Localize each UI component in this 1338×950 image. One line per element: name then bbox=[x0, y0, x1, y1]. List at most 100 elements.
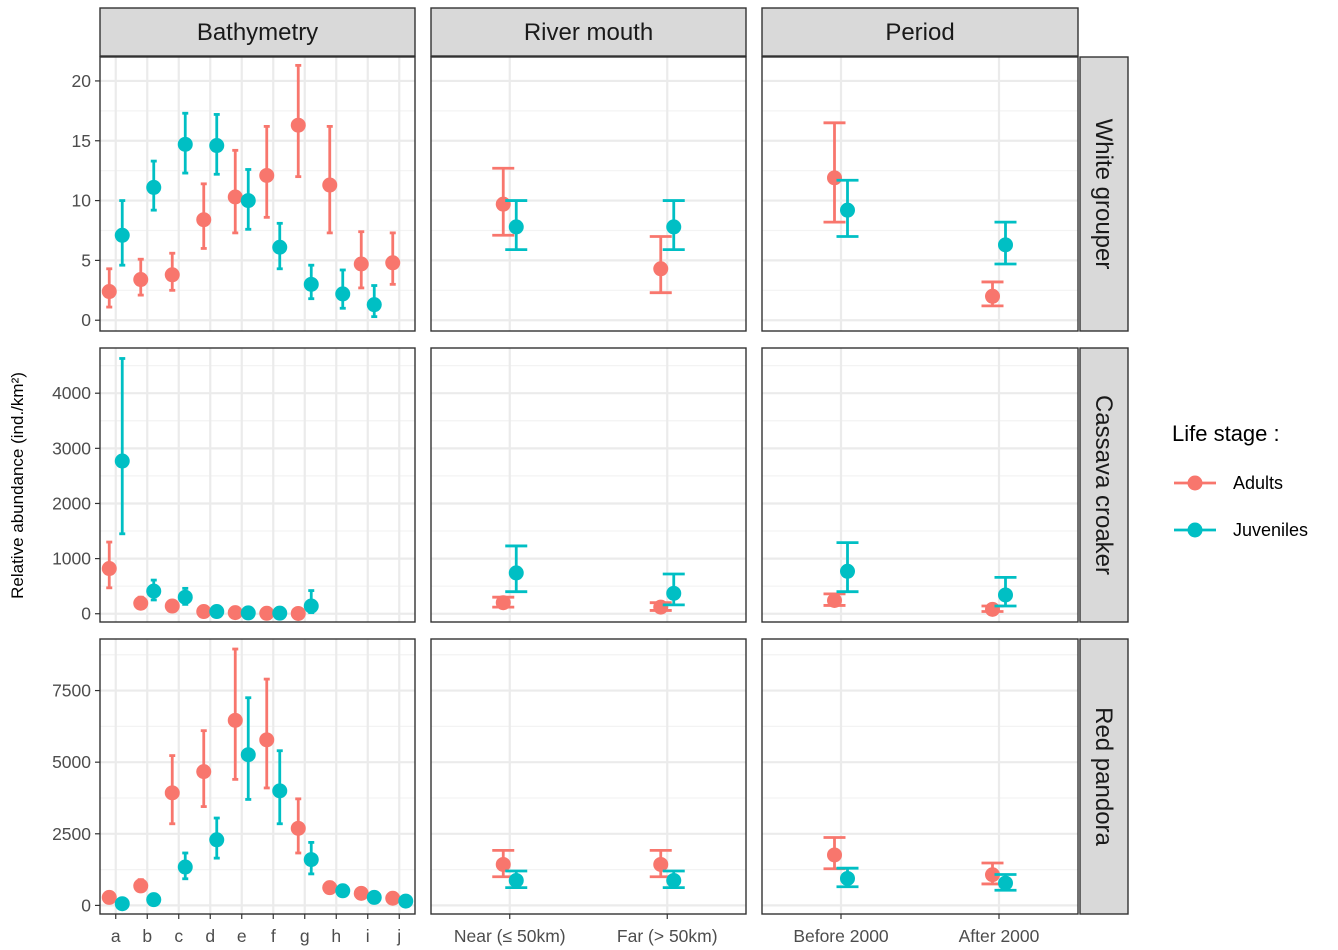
data-point bbox=[209, 604, 225, 620]
data-point bbox=[290, 820, 306, 836]
series-adults bbox=[492, 595, 672, 615]
strip-river: River mouth bbox=[430, 7, 747, 57]
data-point bbox=[322, 880, 338, 896]
strip-box bbox=[761, 7, 1079, 57]
data-point bbox=[146, 583, 162, 599]
panel-border bbox=[430, 638, 747, 915]
data-point bbox=[985, 867, 1000, 883]
data-point bbox=[133, 595, 149, 611]
y-tick-label: 5 bbox=[81, 250, 91, 270]
y-tick-label: 5000 bbox=[52, 752, 91, 772]
data-point bbox=[666, 872, 682, 888]
x-tick-label: h bbox=[331, 926, 341, 946]
data-point bbox=[666, 219, 682, 235]
data-point bbox=[495, 196, 511, 212]
x-tick-label: Near (≤ 50km) bbox=[454, 926, 566, 946]
row-strip-0: White grouper bbox=[1079, 56, 1129, 332]
row-strip-1: Cassava croaker bbox=[1079, 347, 1129, 623]
strip-period: Period bbox=[761, 7, 1079, 57]
data-point bbox=[146, 179, 162, 195]
data-point bbox=[272, 605, 288, 621]
data-point bbox=[196, 604, 212, 620]
data-point bbox=[322, 177, 338, 193]
series-juveniles bbox=[505, 869, 685, 890]
data-point bbox=[196, 764, 212, 780]
data-point bbox=[998, 875, 1013, 891]
data-point bbox=[133, 272, 149, 288]
data-point bbox=[335, 286, 351, 302]
data-point bbox=[840, 870, 855, 886]
data-point bbox=[114, 896, 130, 912]
series-adults bbox=[101, 647, 401, 906]
data-point bbox=[290, 117, 306, 133]
data-point bbox=[827, 170, 842, 186]
series-adults bbox=[823, 836, 1004, 886]
panel-2-river bbox=[430, 638, 747, 915]
data-point bbox=[146, 892, 162, 908]
x-tick-label: f bbox=[271, 926, 276, 946]
panel-1-bath bbox=[99, 347, 416, 623]
panel-border bbox=[430, 56, 747, 332]
data-point bbox=[133, 878, 149, 894]
y-axis-1: 0 1000 2000 3000 4000 bbox=[52, 383, 100, 624]
strip-label: River mouth bbox=[524, 19, 653, 46]
data-point bbox=[998, 237, 1013, 253]
y-tick-label: 10 bbox=[72, 191, 92, 211]
strip-label: Bathymetry bbox=[197, 19, 318, 46]
panel-background bbox=[100, 639, 415, 914]
data-point bbox=[114, 453, 130, 469]
data-point bbox=[101, 889, 117, 905]
y-axis-2: 0 2500 5000 7500 bbox=[52, 681, 100, 915]
y-tick-label: 2000 bbox=[52, 493, 91, 513]
row-strip-label: White grouper bbox=[1090, 119, 1117, 270]
data-point bbox=[227, 189, 243, 205]
x-tick-label: Far (> 50km) bbox=[617, 926, 718, 946]
data-point bbox=[303, 598, 319, 614]
data-point bbox=[398, 893, 414, 909]
y-axis-title: Relative abundance (ind./km²) bbox=[8, 372, 27, 599]
panel-border bbox=[99, 638, 416, 915]
data-point bbox=[177, 859, 193, 875]
x-tick-label: c bbox=[174, 926, 183, 946]
legend: Life stage : Adults Juveniles bbox=[1172, 421, 1308, 540]
x-tick-label: After 2000 bbox=[959, 926, 1040, 946]
y-tick-label: 3000 bbox=[52, 438, 91, 458]
data-point bbox=[985, 601, 1000, 617]
row-strip-2: Red pandora bbox=[1079, 638, 1129, 915]
y-tick-label: 20 bbox=[72, 71, 92, 91]
data-point bbox=[508, 219, 524, 235]
series-adults bbox=[101, 63, 401, 309]
series-juveniles bbox=[505, 544, 685, 607]
data-point bbox=[827, 847, 842, 863]
strip-bath: Bathymetry bbox=[99, 7, 416, 57]
x-tick-label: e bbox=[237, 926, 247, 946]
data-point bbox=[998, 587, 1013, 603]
x-tick-label: d bbox=[205, 926, 215, 946]
data-point bbox=[666, 585, 682, 601]
y-tick-label: 15 bbox=[72, 131, 91, 151]
data-point bbox=[227, 605, 243, 621]
data-point bbox=[240, 747, 256, 763]
x-tick-label: a bbox=[111, 926, 121, 946]
legend-key-point bbox=[1187, 522, 1203, 538]
data-point bbox=[385, 255, 401, 271]
x-tick-label: b bbox=[142, 926, 152, 946]
data-point bbox=[164, 785, 180, 801]
data-point bbox=[303, 852, 319, 868]
y-tick-label: 0 bbox=[81, 895, 91, 915]
strip-label: Period bbox=[885, 19, 954, 46]
data-point bbox=[508, 565, 524, 581]
panel-0-bath bbox=[99, 56, 416, 332]
data-point bbox=[101, 284, 117, 300]
data-point bbox=[366, 297, 382, 313]
data-point bbox=[259, 167, 275, 183]
panel-border bbox=[99, 56, 416, 332]
series-juveniles bbox=[114, 696, 414, 912]
series-juveniles bbox=[836, 178, 1017, 266]
y-tick-label: 0 bbox=[81, 310, 91, 330]
data-point bbox=[177, 589, 193, 605]
series-juveniles bbox=[505, 199, 685, 252]
data-point bbox=[177, 136, 193, 152]
panel-border bbox=[761, 56, 1079, 332]
panel-border bbox=[99, 347, 416, 623]
